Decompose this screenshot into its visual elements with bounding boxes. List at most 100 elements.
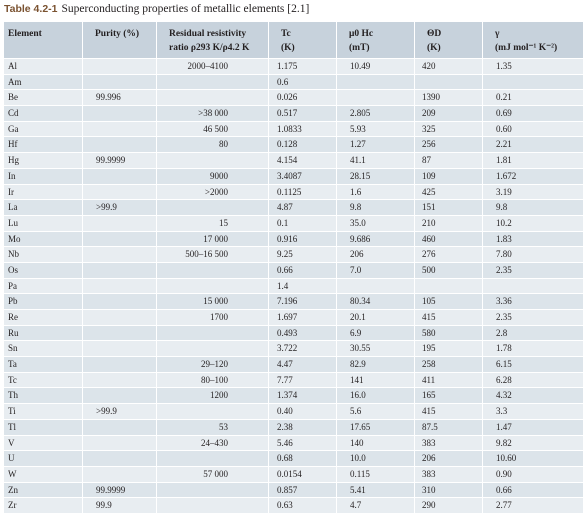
cell-gamma: 7.80 bbox=[496, 249, 512, 260]
cell-tc: 0.6 bbox=[277, 76, 289, 87]
cell-debye-temperature: 460 bbox=[422, 233, 436, 244]
cell-debye-temperature: 276 bbox=[422, 249, 436, 260]
cell-hc: 20.1 bbox=[350, 312, 366, 322]
cell-hc: 10.0 bbox=[350, 453, 366, 464]
column-divider bbox=[156, 404, 157, 419]
table-row: Th 1200 1.374 16.0 165 4.32 bbox=[4, 388, 583, 405]
header-residual-resistivity-line1: Residual resistivity bbox=[169, 29, 247, 39]
column-divider bbox=[336, 498, 337, 513]
cell-residual-resistivity bbox=[156, 341, 228, 356]
column-divider bbox=[336, 451, 337, 466]
column-divider bbox=[268, 341, 269, 357]
cell-residual-resistivity: 9000 bbox=[210, 170, 228, 181]
cell-residual-resistivity: >2000 bbox=[204, 186, 228, 197]
cell-tc: 4.87 bbox=[277, 202, 293, 213]
cell-hc: 4.7 bbox=[350, 500, 362, 511]
column-divider bbox=[82, 137, 83, 153]
column-divider bbox=[82, 278, 83, 294]
column-divider bbox=[482, 341, 483, 357]
cell-tc: 0.63 bbox=[277, 500, 293, 511]
table-header: Element Purity (%) Residual resistivity rat… bbox=[4, 22, 583, 59]
table-row: Pa 1.4 bbox=[4, 278, 583, 295]
column-divider bbox=[268, 419, 269, 435]
column-divider bbox=[482, 231, 483, 247]
cell-debye-temperature: 415 bbox=[422, 312, 436, 322]
column-divider bbox=[82, 419, 83, 435]
column-divider bbox=[414, 482, 415, 498]
column-divider bbox=[336, 278, 337, 294]
cell-tc: 0.517 bbox=[277, 108, 298, 119]
column-divider bbox=[414, 153, 415, 168]
cell-purity: >99.9 bbox=[96, 202, 117, 213]
cell-gamma: 4.32 bbox=[496, 390, 512, 401]
table-number: Table 4.2-1 bbox=[4, 3, 58, 15]
cell-element: V bbox=[8, 437, 15, 448]
column-divider bbox=[156, 388, 157, 404]
column-divider bbox=[268, 215, 269, 231]
cell-gamma: 6.15 bbox=[496, 359, 512, 370]
properties-table: Element Purity (%) Residual resistivity rat… bbox=[4, 22, 583, 514]
column-divider bbox=[336, 137, 337, 153]
table-row: Ru 0.493 6.9 580 2.8 bbox=[4, 325, 583, 342]
table-row: U 0.68 10.0 206 10.60 bbox=[4, 451, 583, 467]
column-divider bbox=[482, 435, 483, 451]
cell-gamma: 2.8 bbox=[496, 327, 508, 338]
column-divider bbox=[82, 262, 83, 278]
column-divider bbox=[156, 372, 157, 388]
column-divider bbox=[268, 231, 269, 247]
column-divider bbox=[482, 482, 483, 498]
cell-hc: 140 bbox=[350, 437, 364, 448]
cell-purity: >99.9 bbox=[96, 406, 117, 417]
column-divider bbox=[156, 341, 157, 357]
cell-purity: 99.9999 bbox=[96, 155, 126, 166]
cell-gamma: 1.78 bbox=[496, 343, 512, 354]
cell-element: La bbox=[8, 202, 18, 213]
cell-element: Nb bbox=[8, 249, 19, 260]
cell-hc: 41.1 bbox=[350, 155, 366, 166]
column-divider bbox=[414, 231, 415, 247]
cell-tc: 0.916 bbox=[277, 233, 298, 244]
column-divider bbox=[156, 74, 157, 90]
column-divider bbox=[336, 357, 337, 372]
cell-gamma: 2.21 bbox=[496, 139, 512, 150]
column-divider bbox=[482, 262, 483, 278]
column-divider bbox=[82, 231, 83, 247]
cell-residual-resistivity: >38 000 bbox=[198, 108, 228, 119]
cell-element: Al bbox=[8, 61, 17, 71]
cell-hc: 1.6 bbox=[350, 186, 362, 197]
column-divider bbox=[156, 200, 157, 215]
column-divider bbox=[268, 372, 269, 388]
cell-debye-temperature: 310 bbox=[422, 484, 436, 495]
column-divider bbox=[482, 137, 483, 153]
cell-hc: 6.9 bbox=[350, 327, 362, 338]
column-divider bbox=[82, 106, 83, 121]
column-divider bbox=[482, 121, 483, 137]
cell-tc: 0.66 bbox=[277, 264, 293, 275]
column-divider bbox=[268, 294, 269, 309]
column-divider bbox=[482, 388, 483, 404]
cell-gamma: 10.2 bbox=[496, 217, 512, 228]
cell-element: Re bbox=[8, 312, 18, 322]
cell-element: Am bbox=[8, 76, 22, 87]
cell-residual-resistivity bbox=[156, 404, 228, 419]
column-divider bbox=[156, 262, 157, 278]
header-gamma-line2: (mJ mol⁻¹ K⁻²) bbox=[495, 43, 558, 53]
cell-hc: 16.0 bbox=[350, 390, 366, 401]
column-divider bbox=[156, 419, 157, 435]
column-divider bbox=[268, 247, 269, 262]
cell-residual-resistivity: 46 500 bbox=[203, 123, 228, 134]
column-divider bbox=[482, 90, 483, 106]
column-divider bbox=[336, 59, 337, 74]
cell-residual-resistivity: 1200 bbox=[210, 390, 228, 401]
column-divider bbox=[336, 388, 337, 404]
column-divider bbox=[156, 106, 157, 121]
cell-hc: 206 bbox=[350, 249, 364, 260]
cell-debye-temperature: 383 bbox=[422, 437, 436, 448]
header-debye-temperature: ΘD (K) bbox=[414, 22, 482, 58]
table-row: Nb 500–16 500 9.25 206 276 7.80 bbox=[4, 247, 583, 263]
column-divider bbox=[336, 372, 337, 388]
column-divider bbox=[268, 200, 269, 215]
cell-tc: 9.25 bbox=[277, 249, 293, 260]
cell-tc: 0.857 bbox=[277, 484, 298, 495]
cell-tc: 1.374 bbox=[277, 390, 298, 401]
